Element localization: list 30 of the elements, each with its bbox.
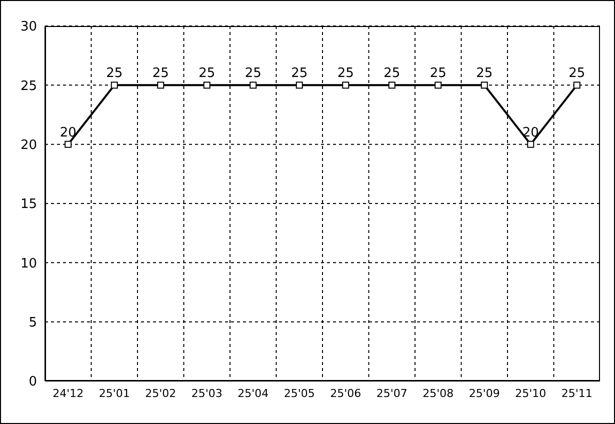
x-tick-label: 25'07 [376, 386, 408, 400]
y-tick-label: 15 [20, 197, 37, 212]
y-tick-label: 10 [20, 256, 37, 272]
x-tick-label: 25'03 [191, 386, 222, 400]
y-tick-label: 5 [28, 315, 37, 330]
x-tick-label: 25'10 [515, 386, 546, 400]
data-label: 25 [568, 66, 586, 82]
data-label: 25 [152, 66, 169, 82]
x-tick-label: 25'06 [330, 386, 362, 400]
x-tick-label: 25'02 [145, 386, 176, 400]
x-tick-label: 25'05 [284, 386, 315, 400]
data-label: 25 [430, 66, 446, 82]
x-tick-label: 25'11 [561, 386, 592, 400]
y-tick-label: 0 [28, 374, 37, 390]
y-tick-label: 25 [20, 78, 37, 94]
x-tick-label: 25'08 [422, 386, 454, 400]
data-label: 25 [476, 66, 493, 82]
data-label: 25 [337, 66, 354, 82]
data-label: 20 [60, 125, 76, 140]
data-label: 25 [384, 66, 400, 82]
y-tick-label: 30 [20, 20, 37, 35]
x-tick-label: 25'04 [238, 386, 269, 400]
data-label: 25 [198, 66, 216, 82]
data-label: 25 [244, 66, 262, 82]
x-tick-label: 24'12 [52, 386, 84, 400]
y-tick-label: 20 [20, 138, 37, 153]
x-tick-label: 25'09 [468, 386, 500, 400]
x-tick-label: 25'01 [98, 386, 130, 400]
data-label: 25 [106, 66, 123, 82]
data-label: 25 [291, 66, 308, 82]
